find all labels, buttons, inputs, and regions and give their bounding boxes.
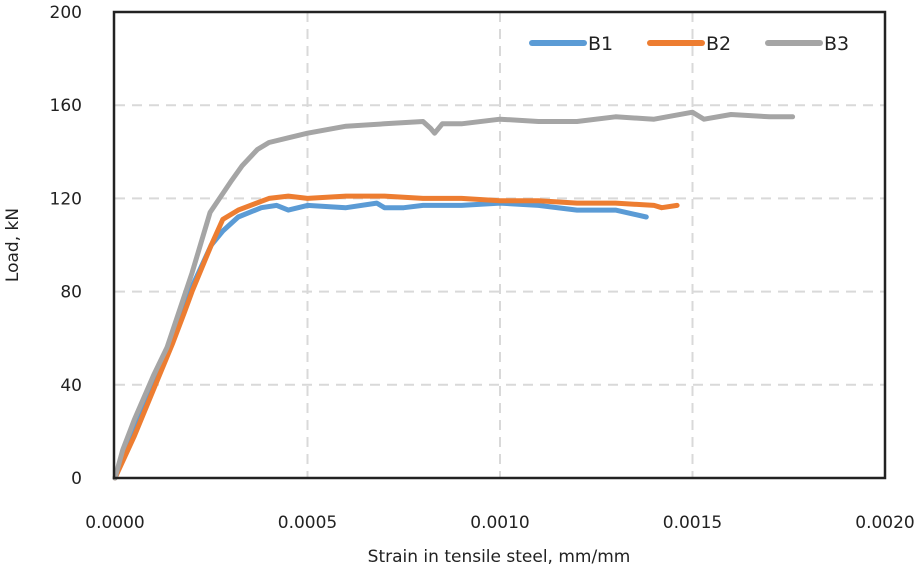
x-tick-label: 0.0020 xyxy=(855,513,914,533)
series-lines xyxy=(112,109,796,481)
y-tick-label: 80 xyxy=(60,283,82,303)
x-tick-label: 0.0015 xyxy=(663,513,722,533)
y-tick-label: 0 xyxy=(71,469,82,489)
y-axis-label: Load, kN xyxy=(3,208,23,282)
series-line-b2 xyxy=(112,193,680,481)
x-tick-label: 0.0010 xyxy=(470,513,529,533)
x-tick-label: 0.0000 xyxy=(85,513,144,533)
plot-frame xyxy=(112,10,887,480)
legend-label: B2 xyxy=(706,33,731,55)
y-tick-label: 200 xyxy=(50,3,82,23)
y-tick-labels: 0 40 80 120 160 200 xyxy=(50,3,82,489)
x-tick-labels: 0.0000 0.0005 0.0010 0.0015 0.0020 xyxy=(85,513,914,533)
legend: B1 B2 B3 xyxy=(529,33,849,55)
y-tick-label: 160 xyxy=(50,96,82,116)
legend-label: B3 xyxy=(824,33,849,55)
y-tick-label: 40 xyxy=(60,376,82,396)
x-tick-label: 0.0005 xyxy=(278,513,337,533)
series-line-b1 xyxy=(112,200,649,481)
series-line-b3 xyxy=(112,109,796,481)
x-axis-label: Strain in tensile steel, mm/mm xyxy=(368,547,631,567)
y-tick-label: 120 xyxy=(50,189,82,209)
gridlines xyxy=(115,12,885,478)
legend-label: B1 xyxy=(588,33,613,55)
